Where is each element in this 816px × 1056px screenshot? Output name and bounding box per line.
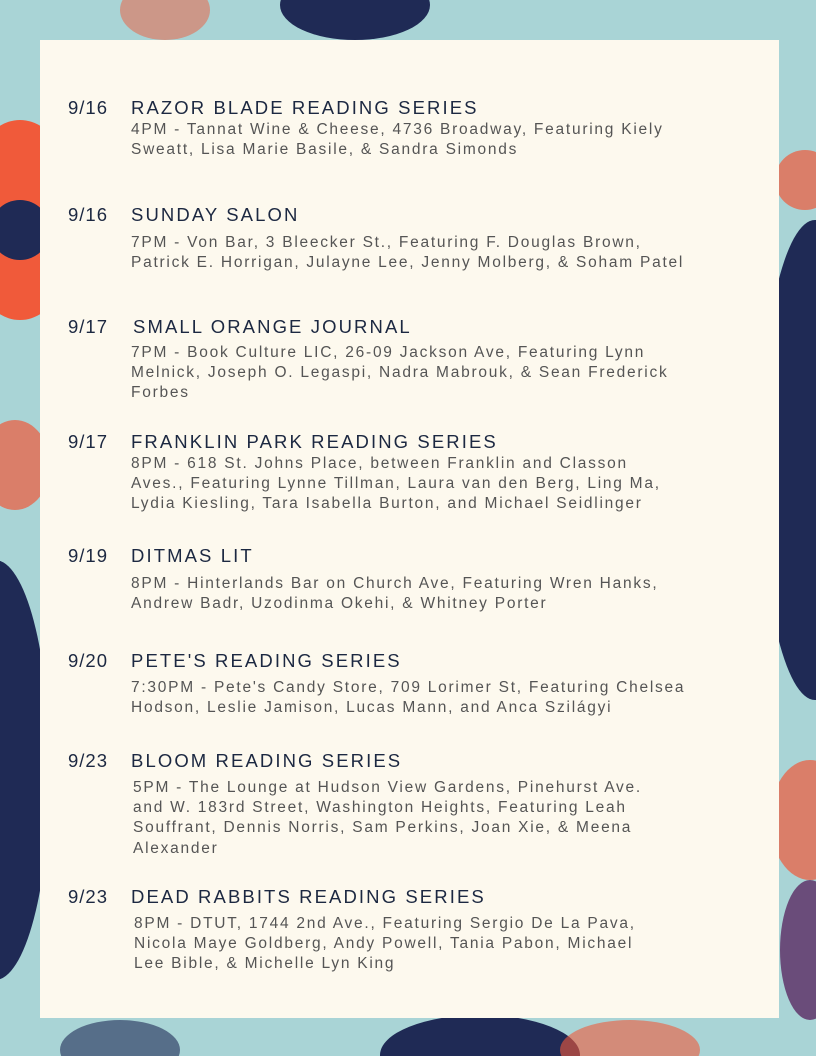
description-line: 7PM - Von Bar, 3 Bleecker St., Featuring… [131,234,642,251]
description-line: Lee Bible, & Michelle Lyn King [134,955,396,973]
flower-decoration [560,1020,700,1056]
description-line: Melnick, Joseph O. Legaspi, Nadra Mabrou… [131,364,669,382]
description-line: Hodson, Leslie Jamison, Lucas Mann, and … [131,699,613,717]
description-line: 4PM - Tannat Wine & Cheese, 4736 Broadwa… [131,121,664,138]
event-description: 8PM - DTUT, 1744 2nd Ave., Featuring Ser… [134,914,636,975]
description-line: Andrew Badr, Uzodinma Okehi, & Whitney P… [131,595,548,613]
event-description: 7PM - Book Culture LIC, 26-09 Jackson Av… [131,343,668,404]
description-line: 7:30PM - Pete's Candy Store, 709 Lorimer… [131,679,686,696]
flower-decoration [780,880,816,1020]
event-title: RAZOR BLADE READING SERIES [131,97,479,118]
event-description: 8PM - 618 St. Johns Place, between Frank… [131,454,661,515]
event-title: DEAD RABBITS READING SERIES [131,886,486,907]
event-title: SMALL ORANGE JOURNAL [133,316,412,337]
event-description: 8PM - Hinterlands Bar on Church Ave, Fea… [131,574,658,614]
description-line: Aves., Featuring Lynne Tillman, Laura va… [131,475,661,493]
event-title: FRANKLIN PARK READING SERIES [131,431,498,452]
description-line: Forbes [131,384,190,402]
description-line: 8PM - DTUT, 1744 2nd Ave., Featuring Ser… [134,915,636,932]
event-title: BLOOM READING SERIES [131,750,403,771]
description-line: 8PM - 618 St. Johns Place, between Frank… [131,455,628,472]
bird-decoration [280,0,430,40]
event-description: 7PM - Von Bar, 3 Bleecker St., Featuring… [131,233,684,273]
description-line: 8PM - Hinterlands Bar on Church Ave, Fea… [131,575,659,592]
events-panel: 9/16 RAZOR BLADE READING SERIES 4PM - Ta… [40,40,779,1018]
description-line: 7PM - Book Culture LIC, 26-09 Jackson Av… [131,344,646,361]
event-title: PETE'S READING SERIES [131,650,402,671]
event-date: 9/16 [68,97,109,118]
event-description: 7:30PM - Pete's Candy Store, 709 Lorimer… [131,678,685,718]
event-date: 9/17 [68,316,109,337]
description-line: Patrick E. Horrigan, Julayne Lee, Jenny … [131,254,685,272]
description-line: 5PM - The Lounge at Hudson View Gardens,… [133,779,642,796]
description-line: and W. 183rd Street, Washington Heights,… [133,799,627,817]
event-date: 9/20 [68,650,109,671]
flower-decoration [120,0,210,40]
flower-decoration [60,1020,180,1056]
event-title: SUNDAY SALON [131,204,300,225]
event-date: 9/23 [68,886,109,907]
event-date: 9/23 [68,750,109,771]
event-date: 9/17 [68,431,109,452]
flower-decoration [775,150,816,210]
event-title: DITMAS LIT [131,545,254,566]
description-line: Sweatt, Lisa Marie Basile, & Sandra Simo… [131,141,519,159]
description-line: Souffrant, Dennis Norris, Sam Perkins, J… [133,819,633,837]
description-line: Lydia Kiesling, Tara Isabella Burton, an… [131,495,643,513]
event-description: 5PM - The Lounge at Hudson View Gardens,… [133,778,642,859]
description-line: Alexander [133,839,219,857]
event-date: 9/19 [68,545,109,566]
event-description: 4PM - Tannat Wine & Cheese, 4736 Broadwa… [131,120,664,160]
description-line: Nicola Maye Goldberg, Andy Powell, Tania… [134,935,634,953]
bird-decoration [380,1015,580,1056]
event-date: 9/16 [68,204,109,225]
